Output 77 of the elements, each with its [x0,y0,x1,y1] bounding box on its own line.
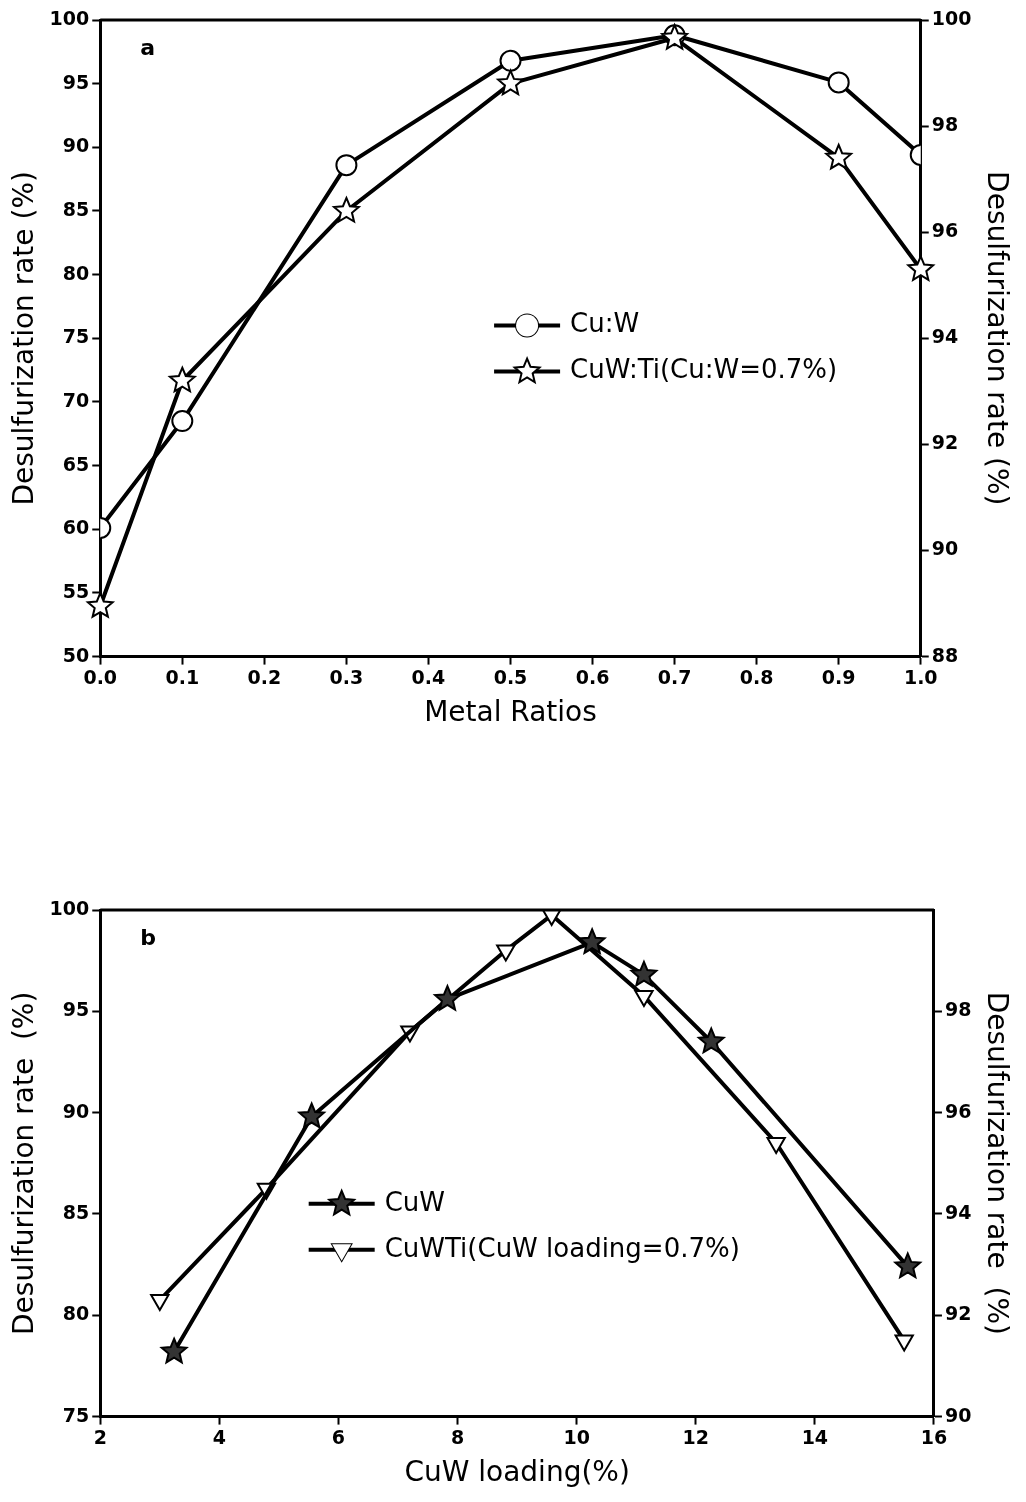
y2-tick-label: 94 [931,325,959,348]
annotation: b [140,924,157,950]
x-tick-label: 16 [920,1425,948,1448]
y2-tick-label: 94 [944,1200,972,1223]
x-tick-label: 4 [212,1425,226,1448]
point [907,255,935,281]
y-tick-label: 50 [62,643,90,666]
y-tick-label: 65 [62,452,90,475]
y2-tick-label: 88 [931,643,959,666]
y-axis-title: Desulfurization rate (%) [7,171,41,506]
y-tick-label: 100 [49,6,90,29]
point [697,1027,725,1054]
legend-label: CuW [384,1186,446,1217]
y-tick-label: 85 [62,1200,90,1223]
y-tick-label: 100 [49,896,90,919]
annotation: a [140,34,156,60]
y-tick-label: 90 [62,1099,90,1122]
x-tick-label: 0.8 [739,665,774,688]
y-tick-label: 60 [62,516,90,539]
x-tick-label: 0.3 [329,665,364,688]
y2-axis-title: Desulfurization rate (%) [980,991,1014,1335]
point [335,154,358,177]
x-tick-label: 10 [563,1425,590,1448]
x-tick-label: 0.9 [821,665,856,688]
point [827,71,850,94]
y2-tick-label: 90 [931,537,959,560]
x-tick-label: 0.5 [493,665,528,688]
y2-tick-label: 92 [931,431,959,454]
legend-label: CuW:Ti(Cu:W=0.7%) [570,354,838,385]
point [497,69,524,96]
y-tick-label: 95 [62,998,90,1021]
x-tick-label: 14 [801,1425,829,1448]
y-axis-title: Desulfurization rate (%) [7,991,41,1335]
y2-axis-title: Desulfurization rate (%) [980,171,1014,506]
y2-tick-label: 96 [944,1099,972,1122]
x-axis-title: Metal Ratios [424,695,597,729]
point [160,1337,188,1364]
point [499,49,522,72]
point [578,928,606,954]
legend-label: Cu:W [570,308,640,339]
x-tick-label: 2 [93,1425,107,1448]
y2-tick-label: 92 [944,1302,972,1325]
legend-label: CuWTi(CuW loading=0.7%) [384,1232,740,1263]
point [168,366,196,393]
y-tick-label: 70 [62,388,90,411]
x-tick-label: 6 [331,1425,346,1448]
y2-tick-label: 96 [931,219,959,242]
point [86,592,114,618]
point [434,985,461,1011]
x-tick-label: 0.7 [657,665,692,688]
point [333,196,360,223]
point [630,960,658,987]
x-tick-label: 0.4 [411,665,446,688]
x-tick-label: 1.0 [903,665,938,688]
x-tick-label: 0.1 [165,665,200,688]
x-tick-label: 0.2 [247,665,282,688]
x-axis-title: CuW loading(%) [404,1455,630,1489]
point [894,1252,922,1279]
y-tick-label: 95 [62,70,90,93]
y-tick-label: 75 [62,1403,90,1426]
x-tick-label: 0.0 [83,665,118,688]
y-tick-label: 75 [62,325,90,348]
point [298,1102,326,1129]
y2-tick-label: 98 [944,998,972,1021]
y2-tick-label: 90 [944,1403,972,1426]
x-tick-label: 0.6 [575,665,610,688]
point [825,143,853,170]
y2-tick-label: 100 [931,6,972,29]
y2-tick-label: 98 [931,113,959,136]
y-tick-label: 90 [62,134,90,157]
x-tick-label: 12 [682,1425,709,1448]
y-tick-label: 55 [62,579,90,602]
y-tick-label: 80 [62,1302,90,1325]
x-tick-label: 8 [450,1425,465,1448]
y-tick-label: 80 [62,261,90,284]
point [171,410,194,433]
y-tick-label: 85 [62,197,90,220]
